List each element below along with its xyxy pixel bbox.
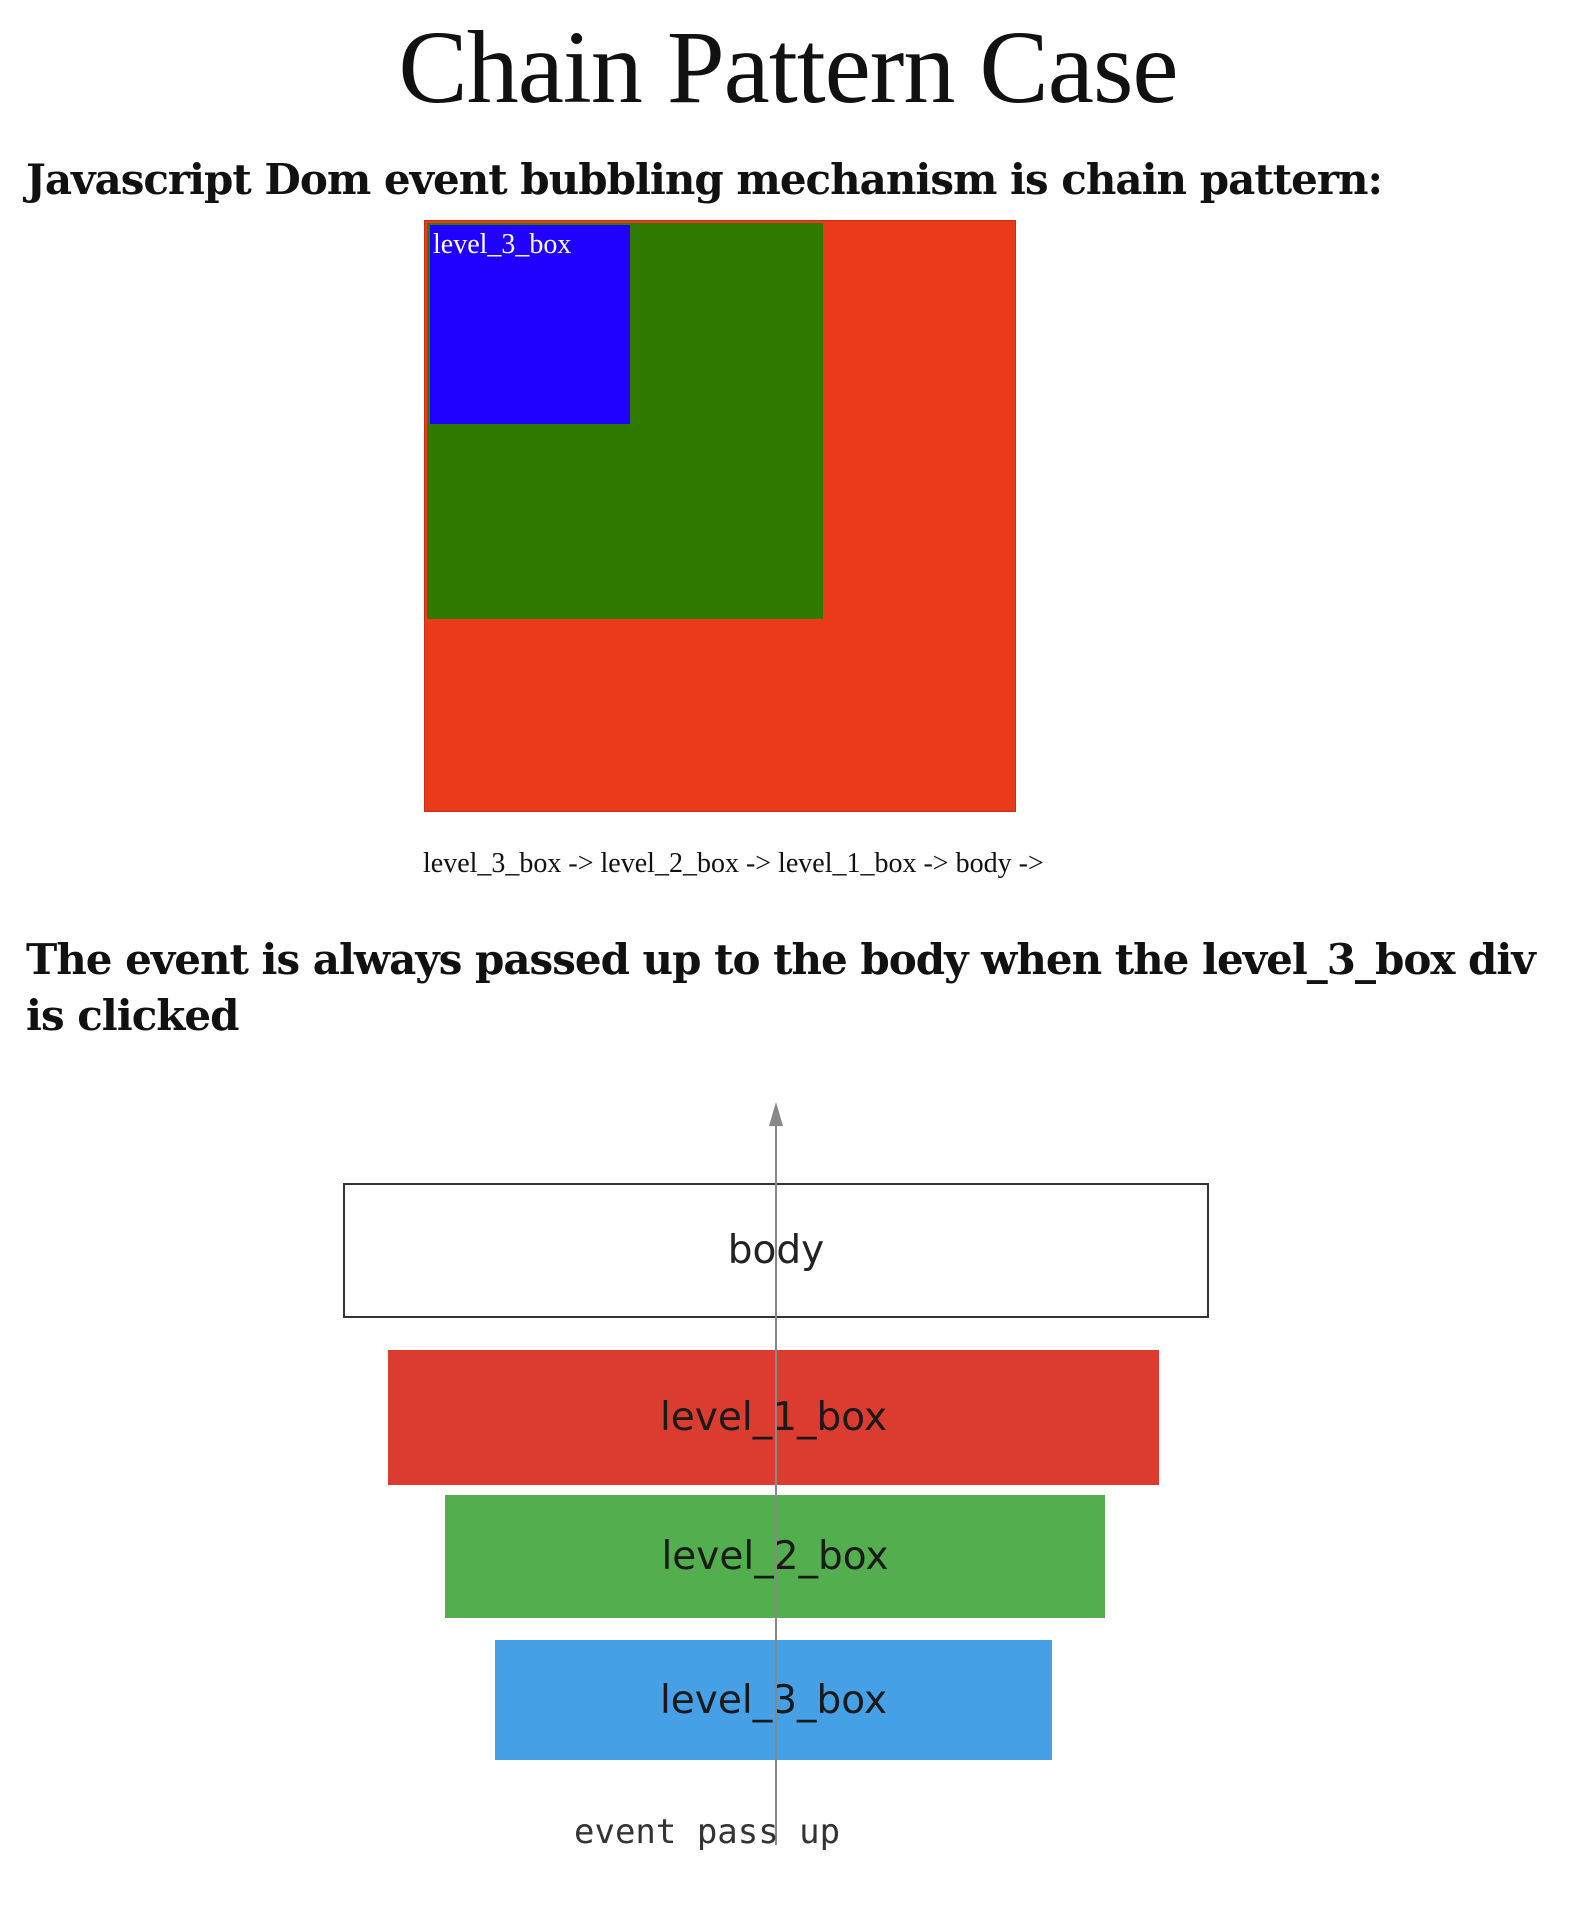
level-3-box[interactable]: level_3_box: [430, 225, 630, 424]
section-heading-event-passing: The event is always passed up to the bod…: [26, 935, 1536, 1040]
diagram-level-3-box: level_3_box: [495, 1640, 1052, 1760]
level-1-box[interactable]: level_3_box: [424, 220, 1016, 812]
page-title: Chain Pattern Case: [398, 10, 1178, 125]
diagram-level-1-label: level_1_box: [659, 1395, 888, 1440]
arrow-up-icon: [769, 1102, 783, 1126]
section-heading-chain-pattern: Javascript Dom event bubbling mechanism …: [26, 155, 1383, 204]
diagram-body-box: body: [343, 1183, 1209, 1318]
event-chain-text: level_3_box -> level_2_box -> level_1_bo…: [423, 848, 1044, 879]
level-2-box[interactable]: level_3_box: [427, 223, 823, 619]
diagram-level-2-box: level_2_box: [445, 1495, 1105, 1618]
diagram-level-1-box: level_1_box: [388, 1350, 1159, 1485]
diagram-body-label: body: [727, 1228, 825, 1273]
diagram-level-3-label: level_3_box: [659, 1677, 888, 1723]
event-pass-up-label: event pass up: [574, 1812, 841, 1852]
diagram-level-2-label: level_2_box: [661, 1534, 889, 1579]
level-3-box-label: level_3_box: [433, 229, 572, 260]
